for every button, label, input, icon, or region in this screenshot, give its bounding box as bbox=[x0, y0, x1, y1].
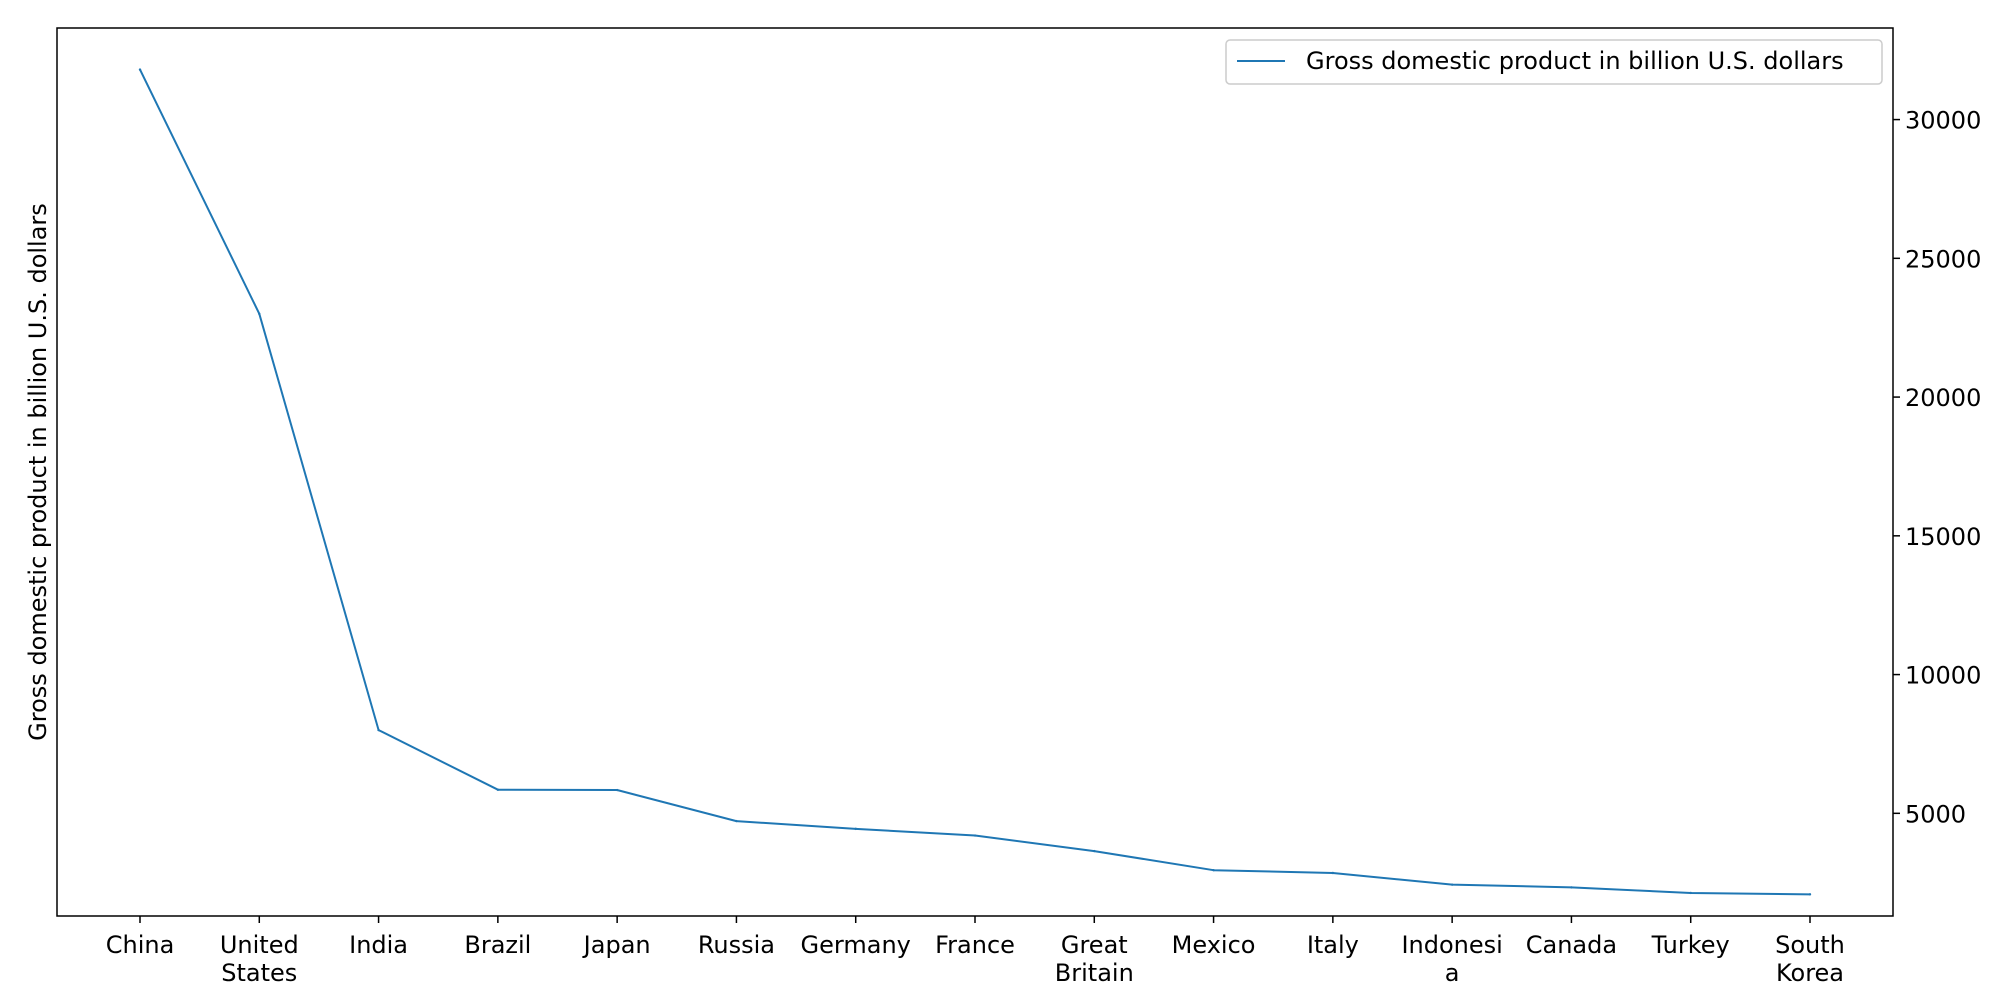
data-point bbox=[496, 788, 500, 791]
x-tick-label: Turkey bbox=[1651, 931, 1730, 959]
x-tick-label: Italy bbox=[1307, 931, 1359, 959]
x-tick-label-line: Indonesi bbox=[1401, 931, 1502, 959]
y-axis-label: Gross domestic product in billion U.S. d… bbox=[24, 203, 52, 741]
x-tick-label: China bbox=[106, 931, 175, 959]
y-tick-label: 30000 bbox=[1905, 107, 1981, 135]
x-tick-label-line: South bbox=[1775, 931, 1845, 959]
x-tick-label-line: France bbox=[935, 931, 1015, 959]
x-tick-label-line: Great bbox=[1061, 931, 1128, 959]
x-tick-label: Indonesi a bbox=[1401, 931, 1502, 987]
x-tick-label: France bbox=[935, 931, 1015, 959]
x-axis-ticks: China United States India Brazil Japan Russia G… bbox=[106, 916, 1845, 987]
data-point bbox=[1570, 886, 1573, 889]
x-tick-label-line: Russia bbox=[698, 931, 775, 959]
y-tick-label: 15000 bbox=[1905, 523, 1981, 551]
plot-area bbox=[56, 27, 1894, 917]
data-point bbox=[258, 312, 261, 316]
x-tick-label-line: Brazil bbox=[464, 931, 531, 959]
data-point bbox=[973, 834, 977, 837]
x-tick-label-line: Mexico bbox=[1172, 931, 1256, 959]
x-tick-label-line: Italy bbox=[1307, 931, 1359, 959]
legend-box bbox=[1225, 39, 1883, 85]
legend: Gross domestic product in billion U.S. d… bbox=[1225, 39, 1883, 85]
x-tick-label: South Korea bbox=[1775, 931, 1845, 987]
legend-label: Gross domestic product in billion U.S. d… bbox=[1306, 47, 1844, 75]
series-layer bbox=[138, 68, 1812, 896]
x-tick-label-line: Turkey bbox=[1651, 931, 1730, 959]
data-point bbox=[615, 788, 619, 792]
data-point bbox=[1808, 893, 1812, 896]
y-tick-label: 20000 bbox=[1905, 384, 1981, 412]
y-axis-ticks: 5000 10000 15000 20000 25000 30000 bbox=[1893, 107, 1981, 828]
data-point bbox=[138, 68, 142, 71]
x-tick-label: Mexico bbox=[1172, 931, 1256, 959]
x-tick-label: Canada bbox=[1526, 931, 1617, 959]
x-tick-label-line: States bbox=[221, 959, 297, 987]
x-tick-label: Brazil bbox=[464, 931, 531, 959]
data-point bbox=[377, 728, 380, 732]
x-tick-label-line: India bbox=[349, 931, 408, 959]
x-tick-label-line: Japan bbox=[582, 931, 651, 959]
data-point bbox=[1689, 891, 1692, 895]
y-tick-label: 25000 bbox=[1905, 245, 1981, 273]
data-point bbox=[735, 819, 738, 823]
x-tick-label-line: United bbox=[220, 931, 299, 959]
x-tick-label-line: Germany bbox=[801, 931, 911, 959]
data-point bbox=[1212, 869, 1215, 872]
x-tick-label-line: Korea bbox=[1776, 959, 1844, 987]
data-point bbox=[1093, 849, 1096, 853]
data-point bbox=[854, 827, 857, 831]
x-tick-label: Great Britain bbox=[1055, 931, 1134, 987]
x-tick-label-line: Canada bbox=[1526, 931, 1617, 959]
y-tick-label: 5000 bbox=[1905, 800, 1966, 828]
x-tick-label-line: a bbox=[1445, 959, 1460, 987]
data-point bbox=[1450, 883, 1454, 886]
x-tick-label: Germany bbox=[801, 931, 911, 959]
x-tick-label-line: Britain bbox=[1055, 959, 1134, 987]
x-tick-label: Russia bbox=[698, 931, 775, 959]
x-tick-label-line: China bbox=[106, 931, 175, 959]
y-tick-label: 10000 bbox=[1905, 662, 1981, 690]
data-point bbox=[1331, 871, 1335, 875]
x-tick-label: India bbox=[349, 931, 408, 959]
x-tick-label: United States bbox=[220, 931, 299, 987]
x-tick-label: Japan bbox=[582, 931, 651, 959]
